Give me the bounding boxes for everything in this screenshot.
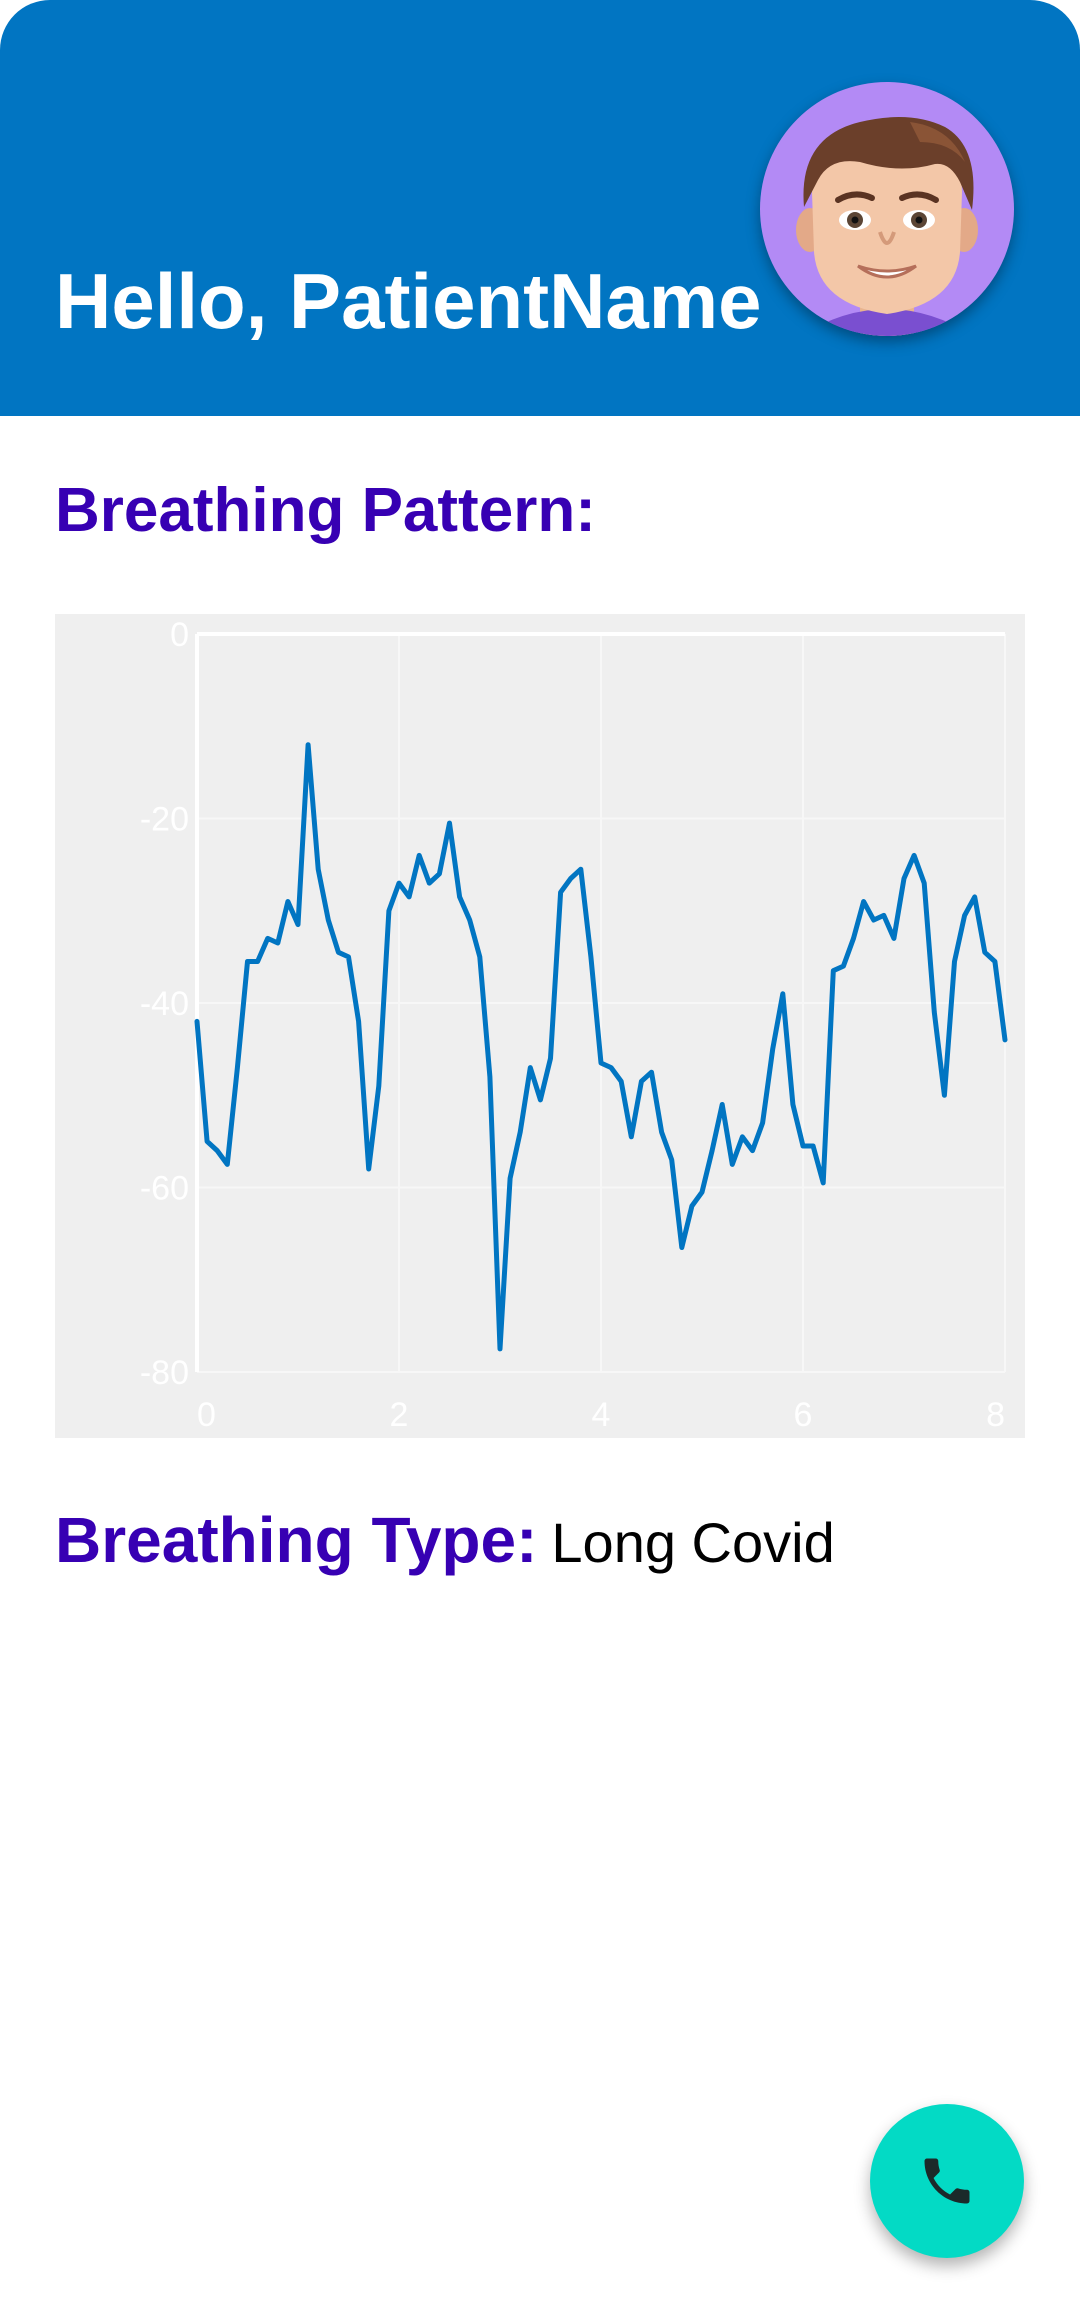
breathing-chart: 0 -20 -40 -60 -80 0 2 4 6 8 — [55, 614, 1025, 1438]
y-tick-label: -60 — [140, 1170, 189, 1208]
avatar[interactable] — [760, 82, 1014, 336]
y-tick-label: 0 — [170, 616, 189, 654]
y-tick-label: -40 — [140, 985, 189, 1023]
y-tick-label: -20 — [140, 801, 189, 839]
series-line — [194, 742, 1008, 1352]
breathing-pattern-title: Breathing Pattern: — [55, 476, 596, 545]
breathing-type-value: Long Covid — [551, 1511, 835, 1574]
x-tick-label: 0 — [197, 1396, 216, 1434]
breathing-chart-svg: 0-20-40-60-800 2 4 6 8 — [140, 616, 1008, 1434]
breathing-type-row: Breathing Type: Long Covid — [55, 1508, 835, 1572]
y-tick-label: -80 — [140, 1354, 189, 1392]
greeting-title: Hello, PatientName — [55, 257, 762, 345]
x-tick-label: 2 — [390, 1396, 409, 1434]
avatar-icon — [796, 117, 978, 336]
breathing-type-label: Breathing Type: — [55, 1504, 538, 1576]
x-tick-label: 6 — [794, 1396, 813, 1434]
app-header: Hello, PatientName — [0, 0, 1080, 416]
x-tick-label: 4 — [592, 1396, 611, 1434]
x-tick-label: 8 — [986, 1396, 1005, 1434]
call-button[interactable] — [870, 2104, 1024, 2258]
phone-icon — [924, 2158, 970, 2204]
